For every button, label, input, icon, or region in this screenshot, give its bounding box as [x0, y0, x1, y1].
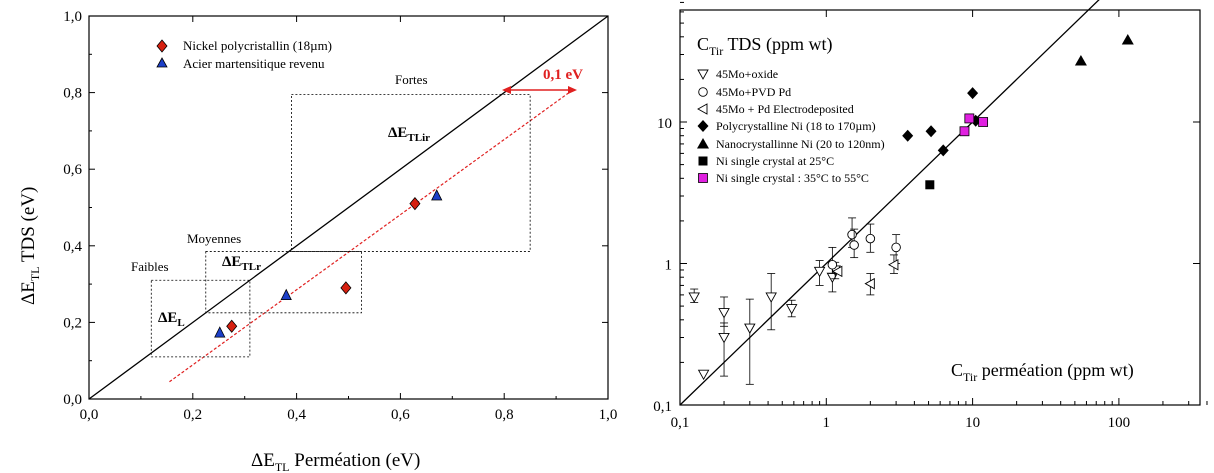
legend-marker-4: [697, 138, 709, 149]
legend-label-nanocrystalline: Nanocrystallinne Ni (20 to 120nm): [716, 137, 885, 151]
box-label-fortes: Fortes: [395, 72, 428, 87]
series-6-data-point: [964, 113, 975, 124]
series-1-data-point: [849, 240, 859, 250]
left-legend: Nickel polycristallin (18µm) Acier marte…: [156, 38, 332, 71]
legend-marker-6: [698, 173, 708, 183]
right-y-tick-label: 0,1: [653, 399, 672, 415]
series-6-data-point: [959, 126, 970, 137]
nickel-data-point: [226, 319, 238, 333]
series-1-data-point: [827, 259, 838, 270]
left-y-tick-label: 0,4: [63, 239, 82, 255]
energy-label-l: ΔEL: [158, 310, 185, 329]
energy-label-tlir: ΔETLir: [388, 125, 430, 144]
left-x-tick-label: 0,2: [183, 407, 202, 423]
left-x-tick-label: 0,4: [287, 407, 306, 423]
acier-data-point: [431, 189, 443, 201]
legend-marker-3: [697, 120, 709, 132]
energy-box-2: [291, 94, 531, 252]
left-x-axis-label: ΔETL Perméation (eV): [251, 450, 420, 473]
legend-label-45mo-electrodeposited: 45Mo + Pd Electrodeposited: [716, 102, 854, 116]
right-legend: 45Mo+oxide 45Mo+PVD Pd 45Mo + Pd Electro…: [697, 67, 885, 185]
left-x-tick-label: 1,0: [599, 407, 618, 423]
legend-marker-2: [697, 103, 708, 115]
legend-label-single-crystal-25: Ni single crystal at 25°C: [716, 154, 834, 168]
series-0-data-point: [765, 292, 777, 303]
series-1-data-point: [865, 233, 876, 244]
left-energy-boxes: [150, 94, 531, 358]
series-2-data-point: [864, 277, 875, 290]
series-0-data-point: [785, 304, 798, 315]
energy-box-1: [205, 251, 362, 314]
series-6-data-point: [978, 117, 989, 127]
right-y-tick-label: 10: [657, 116, 672, 132]
legend-label-nickel: Nickel polycristallin (18µm): [183, 38, 332, 53]
delta-annotation-label: 0,1 eV: [543, 67, 583, 83]
series-0-data-point: [813, 266, 826, 278]
left-y-tick-label: 0,6: [63, 162, 82, 178]
delta-annotation: 0,1 eV: [502, 67, 583, 94]
left-identity-line: [88, 15, 609, 400]
series-3-data-point: [902, 129, 914, 142]
left-x-tick-label: 0,0: [80, 407, 99, 423]
series-2-data-point: [831, 265, 843, 278]
series-3-data-point: [925, 125, 937, 138]
series-5-data-point: [925, 180, 935, 190]
right-x-tick-label: 100: [1108, 415, 1131, 431]
acier-data-point: [214, 326, 226, 338]
legend-label-acier: Acier martensitique revenu: [183, 56, 325, 71]
left-x-tick-label: 0,8: [495, 407, 514, 423]
right-identity-line: [679, 0, 1100, 406]
nickel-data-point: [340, 281, 352, 295]
series-2-data-point: [888, 258, 899, 271]
left-y-tick-label: 0,2: [63, 315, 82, 331]
left-axes-ticks: 0,0 0,2 0,4 0,6 0,8 1,0 0,0 0,2 0,4 0,6 0,8 1,0: [63, 9, 617, 423]
left-y-tick-label: 1,0: [63, 9, 82, 25]
legend-label-45mo-oxide: 45Mo+oxide: [716, 67, 778, 81]
left-data-points: [214, 189, 443, 338]
legend-marker-5: [698, 156, 708, 166]
box-label-moyennes: Moyennes: [187, 231, 241, 246]
right-data-points: [688, 33, 1134, 385]
legend-triangle-marker: [156, 57, 168, 68]
energy-label-tlr: ΔETLr: [222, 254, 261, 273]
series-4-data-point: [1121, 33, 1134, 45]
legend-label-45mo-pvd: 45Mo+PVD Pd: [716, 85, 791, 99]
right-x-tick-label: 0,1: [671, 415, 690, 431]
series-0-data-point: [718, 308, 730, 319]
legend-diamond-marker: [156, 39, 168, 53]
energy-box-0: [150, 279, 251, 358]
series-0-data-point: [688, 292, 700, 303]
legend-label-polycrystalline: Polycrystalline Ni (18 to 170µm): [716, 119, 876, 133]
series-1-data-point: [891, 242, 901, 253]
series-3-data-point: [967, 87, 979, 100]
series-0-data-point: [744, 323, 756, 334]
right-y-tick-label: 1: [665, 258, 673, 274]
left-y-axis-label: ΔETL TDS (eV): [18, 187, 42, 305]
nickel-data-point: [409, 197, 421, 211]
right-chart-title: CTir TDS (ppm wt): [697, 34, 832, 58]
box-label-faibles: Faibles: [131, 259, 169, 274]
series-3-data-point: [937, 144, 949, 157]
left-y-tick-label: 0,8: [63, 86, 82, 102]
legend-marker-1: [698, 87, 708, 97]
right-x-tick-label: 10: [965, 415, 980, 431]
legend-marker-0: [697, 69, 709, 80]
series-0-data-point: [718, 333, 730, 344]
series-4-data-point: [1074, 54, 1087, 66]
series-0-data-point: [697, 369, 710, 381]
right-x-axis-label: CTir perméation (ppm wt): [951, 360, 1134, 384]
series-1-data-point: [847, 229, 857, 240]
left-x-tick-label: 0,6: [391, 407, 410, 423]
right-x-tick-label: 1: [823, 415, 831, 431]
left-chart: 0,0 0,2 0,4 0,6 0,8 1,0 0,0 0,2 0,4 0,6 0,8 1,0 Nic…: [18, 9, 617, 473]
left-fit-line: [169, 92, 570, 383]
left-y-tick-label: 0,0: [63, 392, 82, 408]
legend-label-single-crystal-35-55: Ni single crystal : 35°C to 55°C: [716, 171, 869, 185]
acier-data-point: [280, 288, 292, 300]
